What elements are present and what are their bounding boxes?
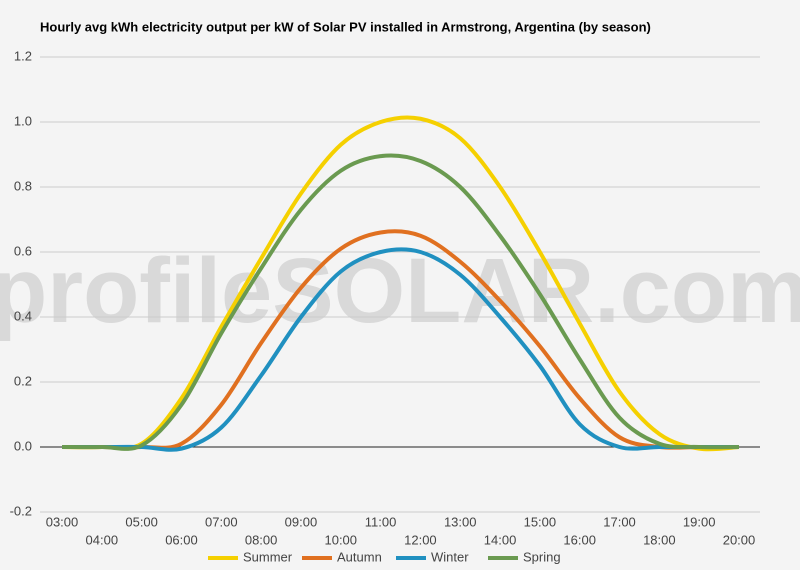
y-tick-label: 0.2 xyxy=(14,373,32,388)
x-tick-label: 13:00 xyxy=(444,514,477,529)
x-tick-label: 18:00 xyxy=(643,532,676,547)
series-line xyxy=(61,115,740,452)
x-tick-label: 11:00 xyxy=(365,514,397,529)
y-tick-label: 0.8 xyxy=(14,178,32,193)
x-tick-label: 06:00 xyxy=(165,532,198,547)
y-tick-label: 0.4 xyxy=(14,308,32,323)
legend-label: Winter xyxy=(431,549,469,564)
series-line xyxy=(62,229,739,450)
y-tick-label: 0.0 xyxy=(14,438,32,453)
y-tick-label: 0.6 xyxy=(14,243,32,258)
x-tick-label: 03:00 xyxy=(46,514,79,529)
x-tick-label: 08:00 xyxy=(245,532,278,547)
legend-label: Spring xyxy=(523,549,561,564)
watermark: profileSOLAR.com xyxy=(0,240,800,342)
chart-title: Hourly avg kWh electricity output per kW… xyxy=(40,19,651,34)
x-tick-label: 05:00 xyxy=(125,514,158,529)
x-tick-label: 16:00 xyxy=(563,532,596,547)
y-tick-label: 1.2 xyxy=(14,48,32,63)
series-line xyxy=(61,153,740,451)
y-tick-label: 1.0 xyxy=(14,113,32,128)
legend-label: Summer xyxy=(243,549,293,564)
x-tick-label: 15:00 xyxy=(524,514,557,529)
x-tick-label: 19:00 xyxy=(683,514,716,529)
x-tick-label: 07:00 xyxy=(205,514,238,529)
x-tick-label: 10:00 xyxy=(324,532,357,547)
x-tick-label: 20:00 xyxy=(723,532,756,547)
x-tick-label: 12:00 xyxy=(404,532,437,547)
y-tick-label: -0.2 xyxy=(10,503,32,518)
x-tick-label: 17:00 xyxy=(603,514,636,529)
x-tick-label: 04:00 xyxy=(86,532,119,547)
x-tick-label: 14:00 xyxy=(484,532,517,547)
legend-label: Autumn xyxy=(337,549,382,564)
x-tick-label: 09:00 xyxy=(285,514,318,529)
series-line xyxy=(62,247,739,452)
